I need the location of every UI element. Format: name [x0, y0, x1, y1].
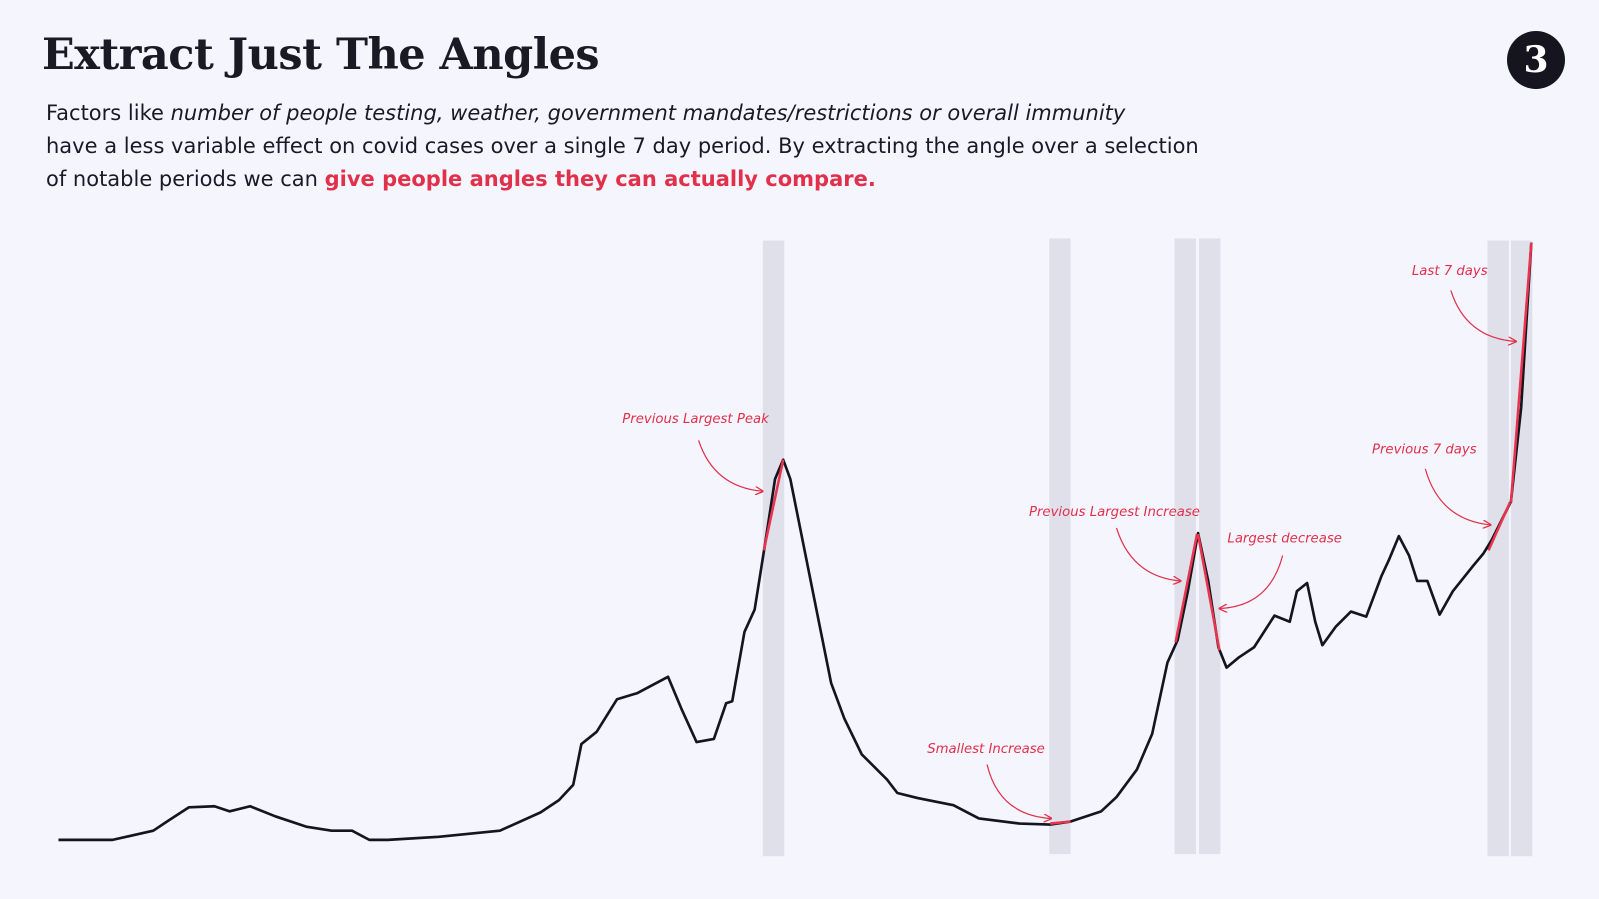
arrow: [986, 764, 1051, 818]
annotation: Previous Largest Peak: [622, 412, 770, 427]
band: [1049, 238, 1071, 855]
angle-segments: [762, 242, 1533, 825]
intro: Factors like number of people testing, w…: [46, 97, 1206, 196]
band: [1487, 240, 1509, 857]
annotation: Last 7 days: [1412, 264, 1488, 279]
intro-highlight: give people angles they can actually com…: [324, 167, 876, 191]
angle-segment: [1487, 501, 1512, 551]
annotation: Smallest Increase: [927, 742, 1045, 757]
title: Extract Just The Angles: [42, 30, 600, 80]
angle-segment: [1050, 820, 1071, 825]
angle-segment: [762, 459, 785, 551]
bands: [762, 238, 1533, 857]
intro-italic: number of people testing, weather, gover…: [170, 101, 1126, 125]
case-curve: [58, 242, 1533, 842]
arrow: [1424, 468, 1490, 525]
band: [1199, 238, 1221, 855]
arrow: [1115, 527, 1180, 581]
arrow: [1219, 555, 1284, 609]
annotations: Previous Largest Peak Smallest Increase …: [622, 264, 1516, 818]
annotation: Largest decrease: [1227, 531, 1341, 546]
annotation: Previous Largest Increase: [1029, 505, 1200, 520]
band: [762, 240, 785, 857]
intro-body: have a less variable effect on covid cas…: [46, 134, 1199, 191]
intro-lead: Factors like: [46, 101, 171, 125]
slide-number: 3: [1507, 31, 1565, 89]
band: [1174, 238, 1196, 855]
arrow: [698, 440, 763, 491]
arrow: [1450, 290, 1516, 341]
angle-segment: [1509, 242, 1533, 503]
angle-segment: [1174, 533, 1199, 643]
annotation: Previous 7 days: [1372, 443, 1477, 458]
angle-segment: [1196, 533, 1221, 651]
band: [1510, 240, 1533, 857]
